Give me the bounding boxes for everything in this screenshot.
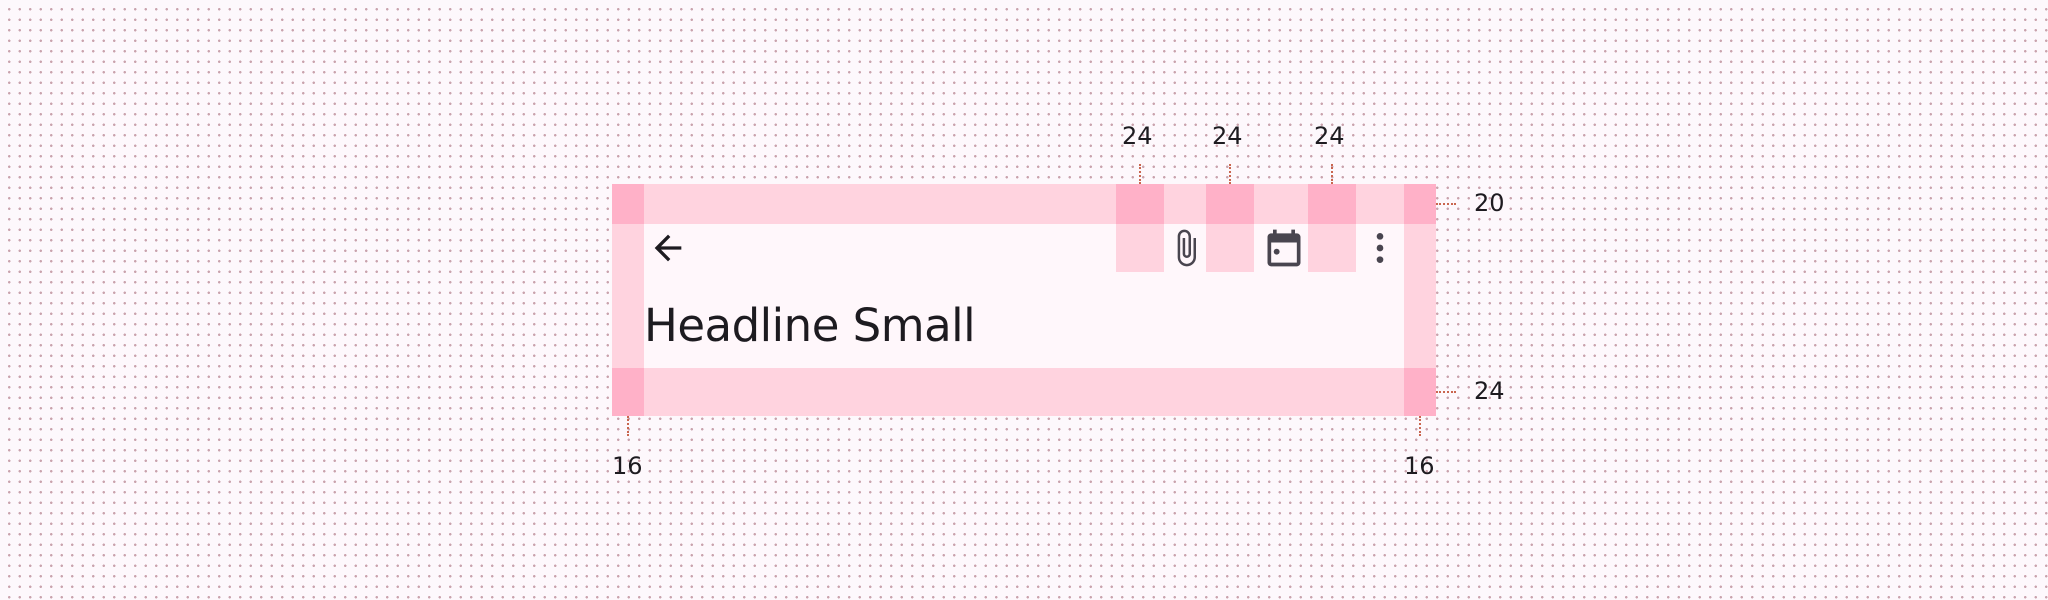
attach-file-button[interactable]	[1162, 224, 1210, 272]
icon-spacing-top-2	[1206, 184, 1254, 224]
measure-line-icon-spacing-1	[1139, 164, 1141, 184]
headline-title: Headline Small	[644, 299, 976, 352]
top-padding-label: 20	[1474, 189, 1505, 217]
icon-spacing-top-1	[1116, 184, 1164, 224]
measure-line-left-padding	[627, 416, 629, 436]
measure-line-icon-spacing-3	[1331, 164, 1333, 184]
attach-file-icon	[1177, 229, 1196, 267]
icon-spacing-label-2: 24	[1212, 122, 1243, 150]
measure-line-right-padding	[1419, 416, 1421, 436]
padding-corner-top-right	[1404, 184, 1436, 224]
calendar-today-icon	[1267, 229, 1301, 267]
arrow-back-icon	[654, 234, 682, 262]
right-padding-label: 16	[1404, 452, 1435, 480]
icon-spacing-top-3	[1308, 184, 1356, 224]
app-bar-surface	[644, 224, 1404, 368]
more-options-button[interactable]	[1356, 224, 1404, 272]
bottom-padding-label: 24	[1474, 377, 1505, 405]
top-app-bar-spec: Headline Small	[612, 184, 1436, 416]
measure-line-icon-spacing-2	[1229, 164, 1231, 184]
calendar-button[interactable]	[1260, 224, 1308, 272]
padding-corner-bottom-left	[612, 368, 644, 416]
icon-spacing-label-1: 24	[1122, 122, 1153, 150]
padding-corner-top-left	[612, 184, 644, 224]
back-button[interactable]	[644, 224, 692, 272]
more-vert-icon	[1376, 233, 1384, 263]
left-padding-label: 16	[612, 452, 643, 480]
measure-line-bottom-padding	[1436, 391, 1456, 393]
icon-spacing-label-3: 24	[1314, 122, 1345, 150]
padding-corner-bottom-right	[1404, 368, 1436, 416]
measure-line-top-padding	[1436, 203, 1456, 205]
